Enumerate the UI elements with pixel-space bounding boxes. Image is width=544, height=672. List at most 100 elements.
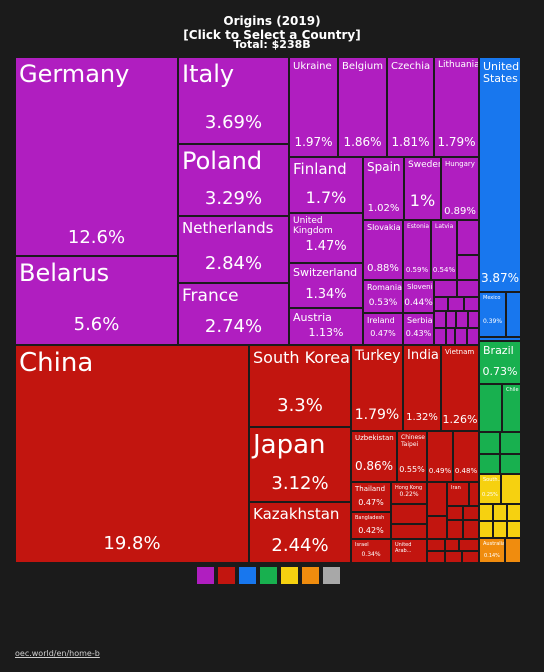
treemap-cell-small[interactable] xyxy=(434,297,448,311)
treemap-cell-brazil[interactable]: Brazil 0.73% xyxy=(479,341,521,384)
treemap-cell-small[interactable] xyxy=(459,539,479,551)
treemap-cell-sweden[interactable]: Sweden 1% xyxy=(404,157,441,220)
treemap-cell-lithuania[interactable]: Lithuania 1.79% xyxy=(434,57,479,157)
treemap-cell-small[interactable] xyxy=(448,297,464,311)
treemap-cell-uzbekistan[interactable]: Uzbekistan 0.86% xyxy=(351,431,397,482)
treemap-cell-netherlands[interactable]: Netherlands 2.84% xyxy=(178,216,289,283)
treemap-cell-small[interactable] xyxy=(427,482,447,516)
treemap-cell-small[interactable] xyxy=(507,504,521,521)
treemap-cell-small[interactable] xyxy=(463,520,479,539)
legend-swatch[interactable] xyxy=(323,567,340,584)
treemap-cell-vietnam[interactable]: Vietnam 1.26% xyxy=(441,345,479,431)
treemap-cell-small[interactable] xyxy=(468,311,479,328)
treemap-cell-poland[interactable]: Poland 3.29% xyxy=(178,144,289,216)
treemap-cell-small[interactable] xyxy=(467,328,479,345)
treemap-cell-small[interactable] xyxy=(493,521,507,538)
treemap-cell-serbia[interactable]: Serbia 0.43% xyxy=(403,313,434,345)
treemap-cell-small[interactable] xyxy=(457,255,479,280)
treemap-cell-item-35[interactable]: 0.49% xyxy=(427,431,453,482)
treemap-cell-small[interactable] xyxy=(501,474,521,504)
treemap-cell-south-korea[interactable]: South Korea 3.3% xyxy=(249,345,351,427)
treemap-cell-japan[interactable]: Japan 3.12% xyxy=(249,427,351,502)
treemap-cell-small[interactable] xyxy=(479,337,521,341)
treemap-cell-italy[interactable]: Italy 3.69% xyxy=(178,57,289,144)
treemap-cell-spain[interactable]: Spain 1.02% xyxy=(363,157,404,220)
treemap-cell-small[interactable] xyxy=(479,432,500,454)
treemap-cell-small[interactable] xyxy=(500,432,521,454)
treemap-cell-china[interactable]: China 19.8% xyxy=(15,345,249,563)
treemap-cell-small[interactable] xyxy=(446,328,455,345)
treemap-cell-small[interactable] xyxy=(447,520,463,539)
legend-swatch[interactable] xyxy=(218,567,235,584)
treemap-cell-small[interactable] xyxy=(493,504,507,521)
treemap-cell-small[interactable] xyxy=(479,454,500,474)
treemap-cell-small[interactable] xyxy=(507,521,521,538)
treemap-cell-small[interactable] xyxy=(457,220,479,255)
treemap-cell-small[interactable] xyxy=(434,280,457,297)
treemap-cell-latvia[interactable]: Latvia 0.54% xyxy=(431,220,457,280)
treemap-cell-bangladesh[interactable]: Bangladesh 0.42% xyxy=(351,512,391,539)
treemap-cell-ukraine[interactable]: Ukraine 1.97% xyxy=(289,57,338,157)
treemap-cell-small[interactable] xyxy=(506,292,521,337)
treemap-cell-austria[interactable]: Austria 1.13% xyxy=(289,308,363,345)
treemap-cell-small[interactable] xyxy=(447,506,463,520)
treemap-cell-small[interactable] xyxy=(446,311,456,328)
treemap-cell-chile[interactable]: Chile xyxy=(502,384,521,432)
treemap-cell-mexico[interactable]: Mexico 0.39% xyxy=(479,292,506,337)
treemap-cell-thailand[interactable]: Thailand 0.47% xyxy=(351,482,391,512)
treemap-cell-small[interactable] xyxy=(391,504,427,524)
treemap-cell-chinese-taipei[interactable]: Chinese Taipei 0.55% xyxy=(397,431,427,482)
treemap-cell-united-kingdom[interactable]: United Kingdom 1.47% xyxy=(289,213,363,263)
legend-swatch[interactable] xyxy=(239,567,256,584)
treemap-cell-small[interactable] xyxy=(462,551,479,563)
treemap-cell-united-states[interactable]: United States 3.87% xyxy=(479,57,521,292)
treemap-cell-small[interactable] xyxy=(479,504,493,521)
legend-swatch[interactable] xyxy=(281,567,298,584)
legend-swatch[interactable] xyxy=(260,567,277,584)
treemap-cell-hong-kong[interactable]: Hong Kong 0.22% xyxy=(391,482,427,504)
treemap-cell-small[interactable] xyxy=(463,506,479,520)
treemap-cell-hungary[interactable]: Hungary 0.89% xyxy=(441,157,479,220)
treemap-cell-small[interactable] xyxy=(434,311,446,328)
treemap-cell-small[interactable] xyxy=(479,384,502,432)
treemap-cell-small[interactable] xyxy=(464,297,479,311)
treemap-cell-germany[interactable]: Germany 12.6% xyxy=(15,57,178,256)
treemap-cell-czechia[interactable]: Czechia 1.81% xyxy=(387,57,434,157)
treemap-cell-small[interactable] xyxy=(427,551,445,563)
treemap-cell-small[interactable] xyxy=(445,551,462,563)
treemap-cell-item-36[interactable]: 0.48% xyxy=(453,431,479,482)
treemap-cell-south[interactable]: South... 0.25% xyxy=(479,474,501,504)
treemap-cell-small[interactable] xyxy=(434,328,446,345)
treemap-cell-slovenia[interactable]: Slovenia 0.44% xyxy=(403,280,434,313)
treemap-cell-small[interactable] xyxy=(500,454,521,474)
treemap-cell-turkey[interactable]: Turkey 1.79% xyxy=(351,345,403,431)
treemap-cell-small[interactable] xyxy=(445,539,459,551)
treemap-cell-kazakhstan[interactable]: Kazakhstan 2.44% xyxy=(249,502,351,563)
legend-swatch[interactable] xyxy=(302,567,319,584)
treemap-cell-estonia[interactable]: Estonia 0.59% xyxy=(403,220,431,280)
treemap-cell-iran[interactable]: Iran xyxy=(447,482,469,506)
treemap-cell-small[interactable] xyxy=(457,280,479,297)
treemap-cell-france[interactable]: France 2.74% xyxy=(178,283,289,345)
legend-swatch[interactable] xyxy=(197,567,214,584)
treemap-cell-finland[interactable]: Finland 1.7% xyxy=(289,157,363,213)
treemap-cell-israel[interactable]: Israel 0.34% xyxy=(351,539,391,563)
footer-link[interactable]: oec.world/en/home-b xyxy=(15,649,100,658)
treemap-cell-ireland[interactable]: Ireland 0.47% xyxy=(363,313,403,345)
treemap-cell-slovakia[interactable]: Slovakia 0.88% xyxy=(363,220,403,280)
treemap-cell-small[interactable] xyxy=(455,328,467,345)
treemap-cell-small[interactable] xyxy=(479,521,493,538)
treemap-cell-small[interactable] xyxy=(391,524,427,539)
treemap-cell-australia[interactable]: Australia 0.14% xyxy=(479,538,505,563)
treemap-cell-small[interactable] xyxy=(505,538,521,563)
treemap-cell-switzerland[interactable]: Switzerland 1.34% xyxy=(289,263,363,308)
treemap-cell-united-arab[interactable]: United Arab... xyxy=(391,539,427,563)
treemap-cell-small[interactable] xyxy=(427,516,447,539)
treemap-cell-india[interactable]: India 1.32% xyxy=(403,345,441,431)
treemap-cell-romania[interactable]: Romania 0.53% xyxy=(363,280,403,313)
treemap-cell-belarus[interactable]: Belarus 5.6% xyxy=(15,256,178,345)
treemap-cell-small[interactable] xyxy=(456,311,468,328)
treemap-cell-small[interactable] xyxy=(469,482,479,506)
treemap-cell-belgium[interactable]: Belgium 1.86% xyxy=(338,57,387,157)
treemap-cell-small[interactable] xyxy=(427,539,445,551)
